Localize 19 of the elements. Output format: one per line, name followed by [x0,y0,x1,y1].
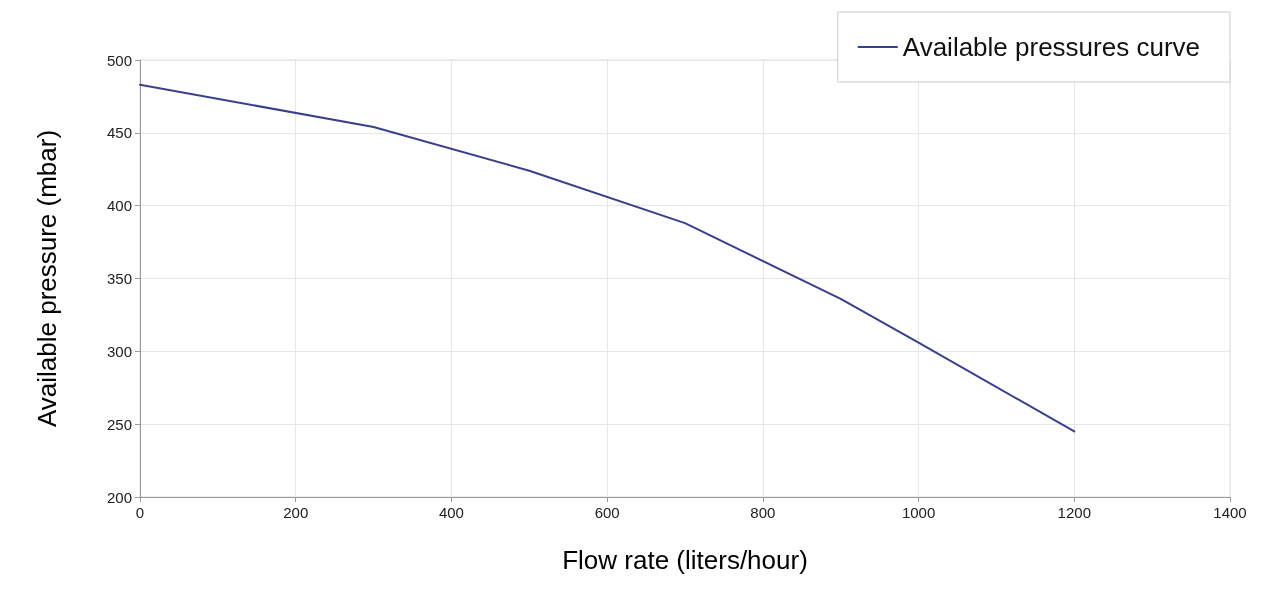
x-tick-label: 1000 [901,504,936,521]
x-axis-title: Flow rate (liters/hour) [562,545,808,575]
y-tick-label: 400 [106,197,132,215]
y-tick-label: 500 [106,51,132,69]
y-tick-label: 350 [106,270,132,287]
line-series [139,83,1076,433]
y-tick-label: 200 [106,488,132,506]
y-tick-label: 450 [106,124,132,142]
x-tick-label: 0 [135,504,145,521]
x-tick-label: 400 [438,504,464,521]
x-tick-label: 1400 [1213,504,1247,521]
legend-label: Available pressures curve [902,32,1201,62]
x-tick-label: 200 [283,504,309,521]
y-tick-label: 250 [106,415,132,433]
y-axis-title: Available pressure (mbar) [32,129,62,428]
x-tick-label: 600 [594,504,620,521]
x-tick-label: 800 [750,504,776,521]
y-tick-label: 300 [106,342,132,360]
x-tick-label: 1200 [1057,504,1091,521]
